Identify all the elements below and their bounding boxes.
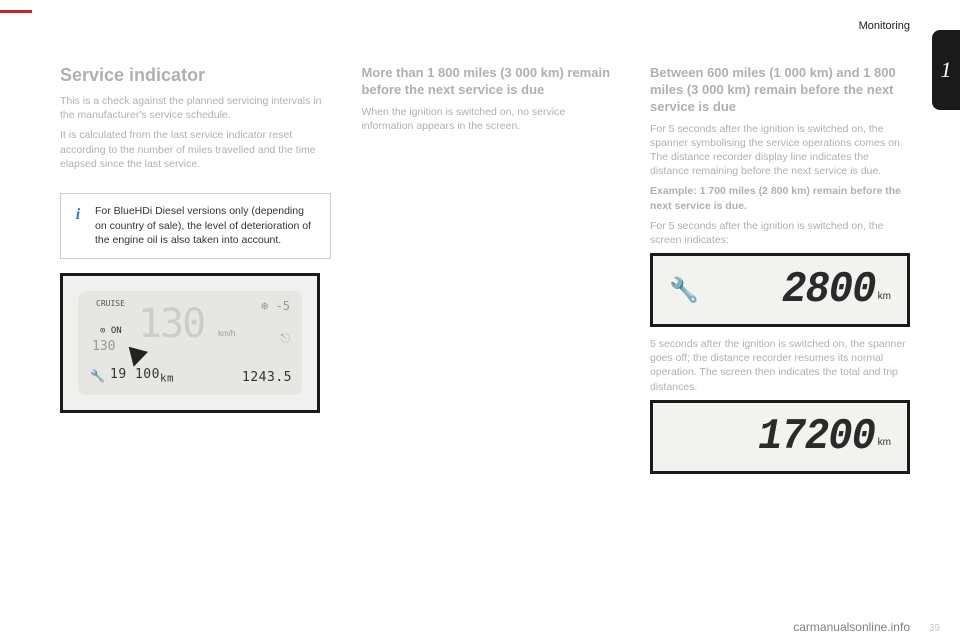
temp-value: ❄ -5	[261, 299, 290, 313]
dashboard-illustration: CRUISE ⊙ ON 130 130 km/h ❄ -5 ⎋ 🔧 19 100…	[60, 273, 320, 413]
lcd-unit-1: km	[878, 291, 891, 302]
pointer-arrow-icon	[124, 347, 148, 370]
trip-meter: 1243.5	[242, 370, 292, 385]
odometer: 19 100km	[110, 367, 174, 385]
title-service-indicator: Service indicator	[60, 65, 331, 86]
intro-p2: It is calculated from the last service i…	[60, 128, 331, 171]
info-box: i For BlueHDi Diesel versions only (depe…	[60, 193, 331, 259]
col3-p1: For 5 seconds after the ignition is swit…	[650, 122, 910, 179]
cruise-label: CRUISE	[96, 299, 125, 308]
chapter-tab: 1	[932, 30, 960, 110]
lcd-unit-2: km	[878, 437, 891, 448]
watermark: carmanualsonline.info	[793, 620, 910, 634]
cruise-on: ⊙ ON	[100, 326, 122, 336]
heading-between-600-1800: Between 600 miles (1 000 km) and 1 800 m…	[650, 65, 910, 116]
lcd-display-odometer: 17200 km	[650, 400, 910, 474]
col2-p1: When the ignition is switched on, no ser…	[361, 105, 620, 133]
wrench-icon: 🔧	[90, 369, 105, 383]
lcd-value-1: 2800	[782, 265, 875, 315]
section-header: Monitoring	[859, 20, 910, 32]
intro-p1: This is a check against the planned serv…	[60, 94, 331, 122]
column-1: Service indicator This is a check agains…	[60, 65, 331, 610]
page-content: Service indicator This is a check agains…	[60, 65, 910, 610]
col3-p2: Example: 1 700 miles (2 800 km) remain b…	[650, 184, 910, 212]
wiper-icon: ⎋	[281, 331, 291, 346]
col3-p3: For 5 seconds after the ignition is swit…	[650, 219, 910, 247]
info-text: For BlueHDi Diesel versions only (depend…	[95, 205, 311, 246]
lcd-value-2: 17200	[758, 412, 875, 462]
speed-unit: km/h	[218, 329, 235, 338]
accent-bar	[0, 10, 32, 13]
cruise-setpoint: 130	[92, 339, 115, 354]
lcd-display-service: 🔧 2800 km	[650, 253, 910, 327]
wrench-icon: 🔧	[669, 276, 699, 305]
col3-p4: 5 seconds after the ignition is switched…	[650, 337, 910, 394]
column-2: More than 1 800 miles (3 000 km) remain …	[361, 65, 620, 610]
info-icon: i	[69, 204, 87, 222]
column-3: Between 600 miles (1 000 km) and 1 800 m…	[650, 65, 910, 610]
dashboard-screen: CRUISE ⊙ ON 130 130 km/h ❄ -5 ⎋ 🔧 19 100…	[78, 291, 302, 395]
page-number: 39	[929, 623, 940, 634]
speed-value: 130	[138, 301, 204, 347]
heading-more-than-1800: More than 1 800 miles (3 000 km) remain …	[361, 65, 620, 99]
